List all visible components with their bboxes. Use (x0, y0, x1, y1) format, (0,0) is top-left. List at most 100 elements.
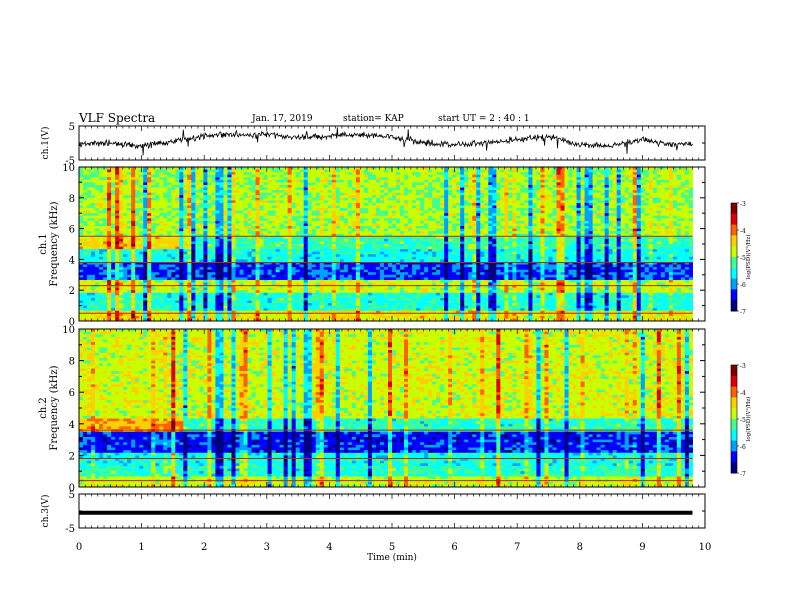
spectrogram-cell (115, 167, 120, 170)
spectrogram-cell (123, 177, 128, 181)
spectrogram-cell (151, 315, 156, 319)
spectrogram-cell (235, 267, 240, 271)
spectrogram-cell (392, 318, 397, 322)
spectrogram-cell (259, 182, 264, 186)
spectrogram-cell (299, 297, 305, 301)
spectrogram-cell (79, 279, 84, 283)
spectrogram-cell (379, 246, 385, 250)
spectrogram-cell (323, 318, 329, 322)
spectrogram-cell (319, 297, 325, 301)
spectrogram-cell (211, 226, 216, 229)
spectrogram-cell (319, 251, 325, 255)
spectrogram-cell (367, 223, 373, 227)
spectrogram-cell (387, 254, 393, 258)
spectrogram-cell (295, 182, 301, 186)
spectrogram-cell (299, 223, 305, 227)
spectrogram-cell (359, 233, 365, 237)
spectrogram-cell (327, 167, 333, 170)
spectrogram-cell (283, 254, 289, 258)
spectrogram-cell (135, 226, 140, 229)
spectrogram-cell (195, 210, 200, 214)
figure-title: VLF Spectra (79, 111, 156, 125)
spectrogram-cell (247, 202, 252, 206)
spectrogram-cell (83, 269, 88, 273)
spectrogram-cell (396, 200, 401, 204)
spectrogram-cell (223, 300, 228, 304)
spectrogram-cell (147, 190, 152, 194)
spectrogram-cell (203, 223, 208, 227)
spectrogram-cell (103, 236, 108, 240)
spectrogram-cell (199, 213, 204, 217)
spectrogram-cell (379, 249, 385, 253)
spectrogram-cell (251, 238, 256, 242)
spectrogram-cell (295, 292, 301, 296)
spectrogram-cell (207, 202, 212, 206)
spectrogram-cell (199, 172, 204, 176)
spectrogram-cell (307, 190, 313, 194)
spectrogram-cell (392, 279, 397, 283)
spectrogram-cell (139, 303, 144, 306)
spectrogram-cell (307, 184, 313, 188)
spectrogram-cell (227, 195, 232, 199)
spectrogram-cell (303, 223, 309, 227)
spectrogram-cell (251, 285, 256, 289)
spectrogram-cell (259, 274, 264, 278)
spectrogram-cell (163, 231, 168, 235)
spectrogram-cell (91, 318, 96, 322)
spectrogram-cell (119, 241, 124, 245)
spectrogram-cell (351, 295, 357, 299)
spectrogram-cell (255, 310, 260, 314)
spectrogram-cell (187, 315, 192, 319)
spectrogram-cell (375, 256, 381, 260)
spectrogram-cell (347, 254, 353, 258)
spectrogram-cell (343, 251, 349, 255)
spectrogram-cell (227, 295, 232, 299)
spectrogram-cell (183, 277, 188, 281)
spectrogram-cell (311, 202, 317, 206)
spectrogram-cell (287, 259, 293, 263)
spectrogram-cell (175, 233, 180, 237)
spectrogram-cell (227, 213, 232, 217)
spectrogram-cell (191, 195, 196, 199)
spectrogram-cell (311, 315, 317, 319)
spectrogram-cell (83, 213, 88, 217)
spectrogram-cell (127, 261, 132, 265)
spectrogram-cell (355, 297, 361, 301)
spectrogram-cell (271, 246, 277, 250)
spectrogram-cell (219, 197, 224, 201)
spectrogram-cell (135, 274, 140, 278)
spectrogram-cell (283, 285, 289, 289)
spectrogram-cell (183, 233, 188, 237)
spectrogram-cell (111, 208, 116, 212)
spectrogram-cell (195, 308, 200, 312)
spectrogram-cell (127, 290, 132, 294)
spectrogram-cell (303, 254, 309, 258)
spectrogram-cell (143, 256, 148, 260)
spectrogram-cell (267, 261, 273, 265)
spectrogram-cell (155, 179, 160, 183)
spectrogram-cell (203, 233, 208, 237)
spectrogram-cell (303, 287, 309, 291)
spectrogram-cell (203, 174, 208, 178)
spectrogram-cell (163, 213, 168, 217)
spectrogram-cell (147, 174, 152, 178)
spectrogram-cell (347, 305, 353, 309)
spectrogram-cell (111, 236, 116, 240)
spectrogram-cell (119, 200, 124, 204)
spectrogram-cell (367, 202, 373, 206)
spectrogram-cell (387, 226, 393, 229)
spectrogram-cell (351, 223, 357, 227)
spectrogram-cell (243, 300, 248, 304)
spectrogram-cell (91, 272, 96, 276)
spectrogram-cell (311, 195, 317, 199)
spectrogram-cell (275, 305, 281, 309)
spectrogram-cell (183, 292, 188, 296)
spectrogram-cell (95, 208, 100, 212)
spectrogram-cell (396, 220, 401, 224)
spectrogram-cell (199, 292, 204, 296)
spectrogram-cell (127, 182, 132, 186)
spectrogram-cell (323, 238, 329, 242)
spectrogram-cell (319, 182, 325, 186)
spectrogram-cell (143, 182, 148, 186)
spectrogram-cell (291, 277, 297, 281)
